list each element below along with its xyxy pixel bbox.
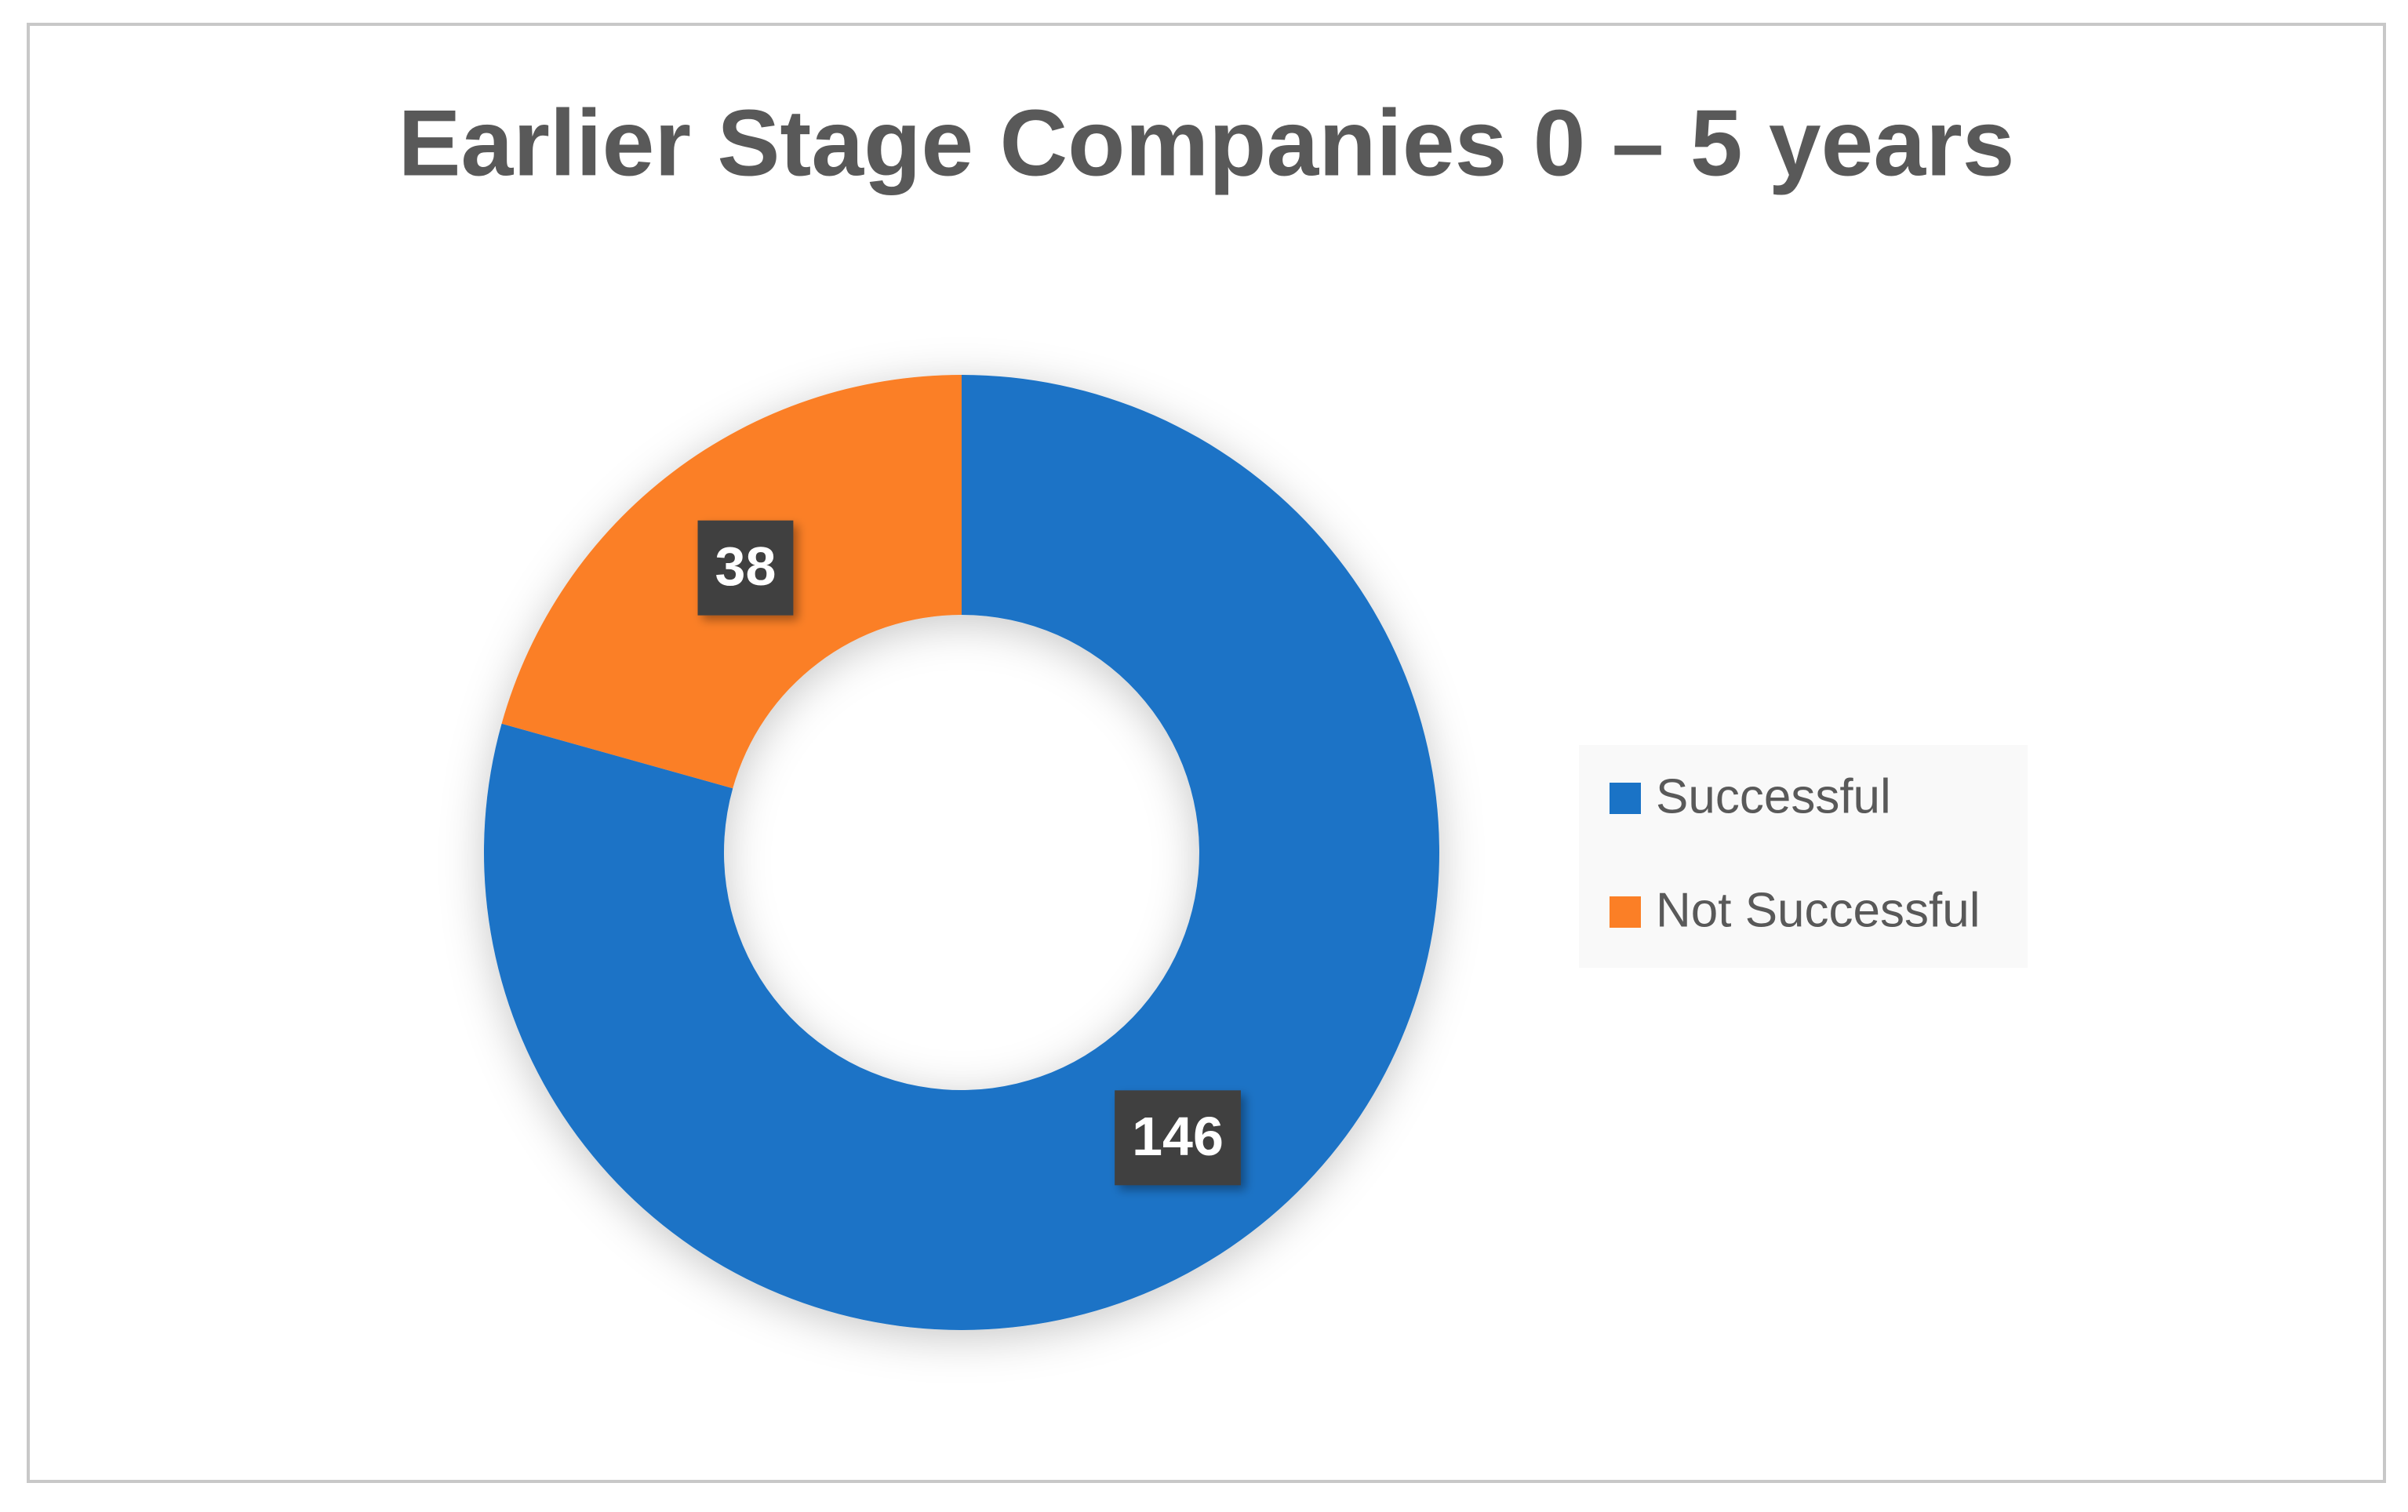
legend-box [1579, 745, 2028, 968]
legend-label: Successful [1656, 769, 1891, 823]
legend: Successful Not Successful [1610, 769, 1981, 937]
data-label: 38 [715, 536, 777, 597]
data-label-box [1115, 1090, 1241, 1186]
legend-swatch [1610, 783, 1641, 814]
data-label-box [697, 520, 794, 616]
data-label: 146 [1132, 1106, 1224, 1167]
legend-label: Not Successful [1656, 883, 1981, 937]
legend-swatch [1610, 896, 1641, 928]
data-labels: 146 38 [697, 520, 1241, 1186]
chart-title: Earlier Stage Companies 0 – 5 years [398, 91, 2014, 196]
